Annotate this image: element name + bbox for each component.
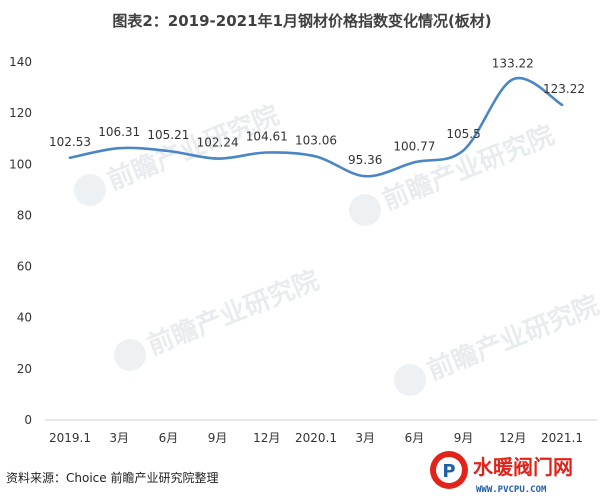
watermark: 前瞻产业研究院 — [114, 265, 323, 371]
svg-text:P: P — [442, 461, 455, 482]
data-label: 95.36 — [348, 153, 382, 167]
data-label: 105.21 — [147, 128, 189, 142]
x-tick-label: 6月 — [405, 431, 425, 445]
watermark-logo-icon — [114, 339, 146, 371]
logo-badge-icon: P — [430, 451, 468, 489]
watermark-logo-icon — [74, 174, 106, 206]
x-tick-label: 9月 — [454, 431, 474, 445]
data-label: 102.24 — [197, 136, 239, 150]
logo-url: WWW.PVCPU.COM — [476, 485, 547, 495]
data-label: 133.22 — [492, 56, 534, 70]
x-tick-label: 3月 — [109, 431, 129, 445]
data-label: 104.61 — [246, 129, 288, 143]
y-tick-label: 100 — [9, 157, 32, 171]
data-label: 123.22 — [543, 82, 585, 96]
x-tick-label: 2019.1 — [49, 431, 91, 445]
y-tick-label: 120 — [9, 106, 32, 120]
data-label: 106.31 — [98, 125, 140, 139]
y-tick-label: 60 — [17, 260, 32, 274]
x-tick-label: 9月 — [208, 431, 228, 445]
y-tick-label: 0 — [24, 413, 32, 427]
series-line — [68, 76, 564, 178]
watermark-text: 前瞻产业研究院 — [143, 265, 323, 362]
source-note: 资料来源：Choice 前瞻产业研究院整理 — [6, 470, 218, 485]
x-tick-label: 12月 — [499, 431, 526, 445]
x-tick-label: 2020.1 — [295, 431, 337, 445]
data-label: 100.77 — [393, 139, 435, 153]
x-axis: 2019.1 3月 6月 9月 12月 2020.1 3月 6月 9月 12月 2021.1 — [49, 431, 583, 445]
logo-name: 水暖阀门网 — [473, 455, 573, 479]
watermark-text: 前瞻产业研究院 — [423, 290, 603, 387]
x-tick-label: 6月 — [159, 431, 179, 445]
watermark-logo-icon — [349, 194, 381, 226]
data-labels: 102.53 106.31 105.21 102.24 104.61 103.06 95.3… — [49, 56, 585, 167]
data-label: 103.06 — [295, 133, 337, 147]
watermark-layer: 前瞻产业研究院 前瞻产业研究院 前瞻产业研究院 前瞻产业研究院 — [74, 100, 603, 396]
y-tick-label: 20 — [17, 362, 32, 376]
y-tick-label: 80 — [17, 208, 32, 222]
x-tick-label: 3月 — [355, 431, 375, 445]
data-label: 102.53 — [49, 135, 91, 149]
watermark: 前瞻产业研究院 — [394, 290, 603, 396]
data-label: 105.5 — [446, 127, 480, 141]
watermark-logo-icon — [394, 364, 426, 396]
y-axis: 0 20 40 60 80 100 120 140 — [9, 55, 32, 427]
x-tick-label: 12月 — [253, 431, 280, 445]
x-tick-label: 2021.1 — [541, 431, 583, 445]
chart-title: 图表2：2019-2021年1月钢材价格指数变化情况(板材) — [112, 12, 491, 30]
y-tick-label: 140 — [9, 55, 32, 69]
site-logo: P 水暖阀门网 WWW.PVCPU.COM — [430, 451, 573, 495]
y-tick-label: 40 — [17, 311, 32, 325]
